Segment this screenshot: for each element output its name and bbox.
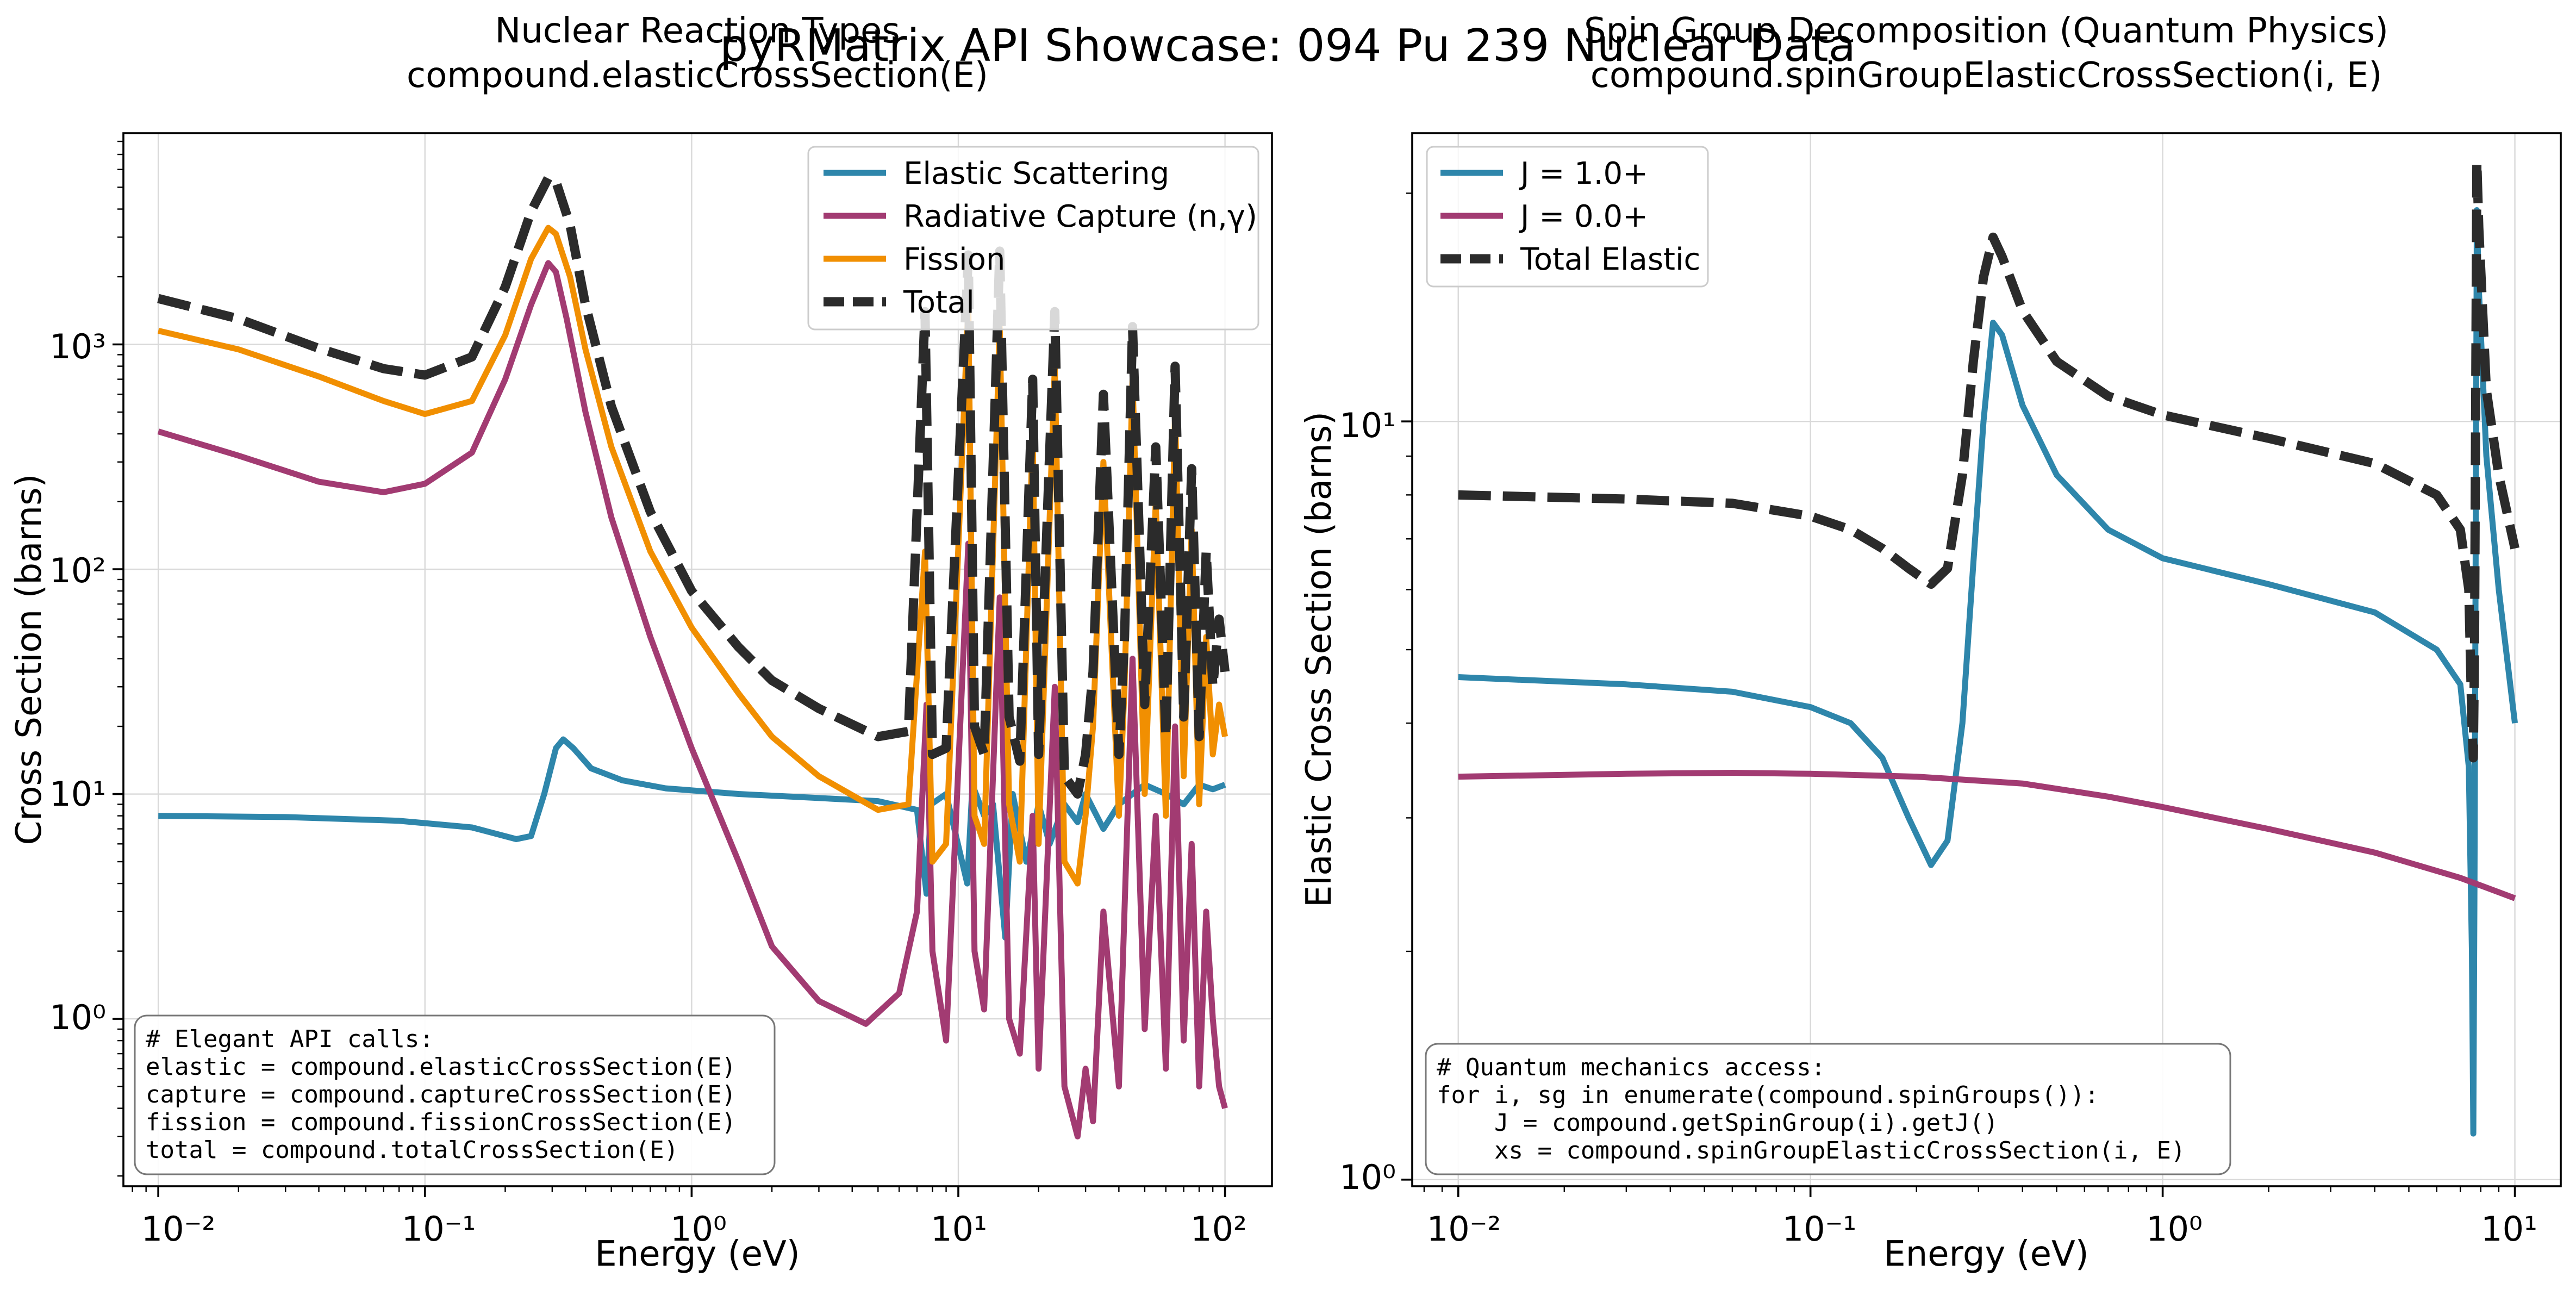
left-y-tick-label: 10¹ bbox=[49, 774, 106, 814]
left-axes-frame bbox=[122, 132, 1273, 1187]
figure-suptitle: pyRMatrix API Showcase: 094 Pu 239 Nucle… bbox=[720, 20, 1856, 72]
left-panel: Nuclear Reaction Types compound.elasticC… bbox=[9, 11, 1273, 1274]
left-x-tick-label: 10⁰ bbox=[670, 1209, 727, 1249]
left-panel-title-line2: compound.elasticCrossSection(E) bbox=[407, 55, 988, 96]
series-total bbox=[157, 173, 1230, 799]
left-y-axis-label: Cross Section (barns) bbox=[9, 474, 49, 845]
right-x-axis-label: Energy (eV) bbox=[1883, 1234, 2089, 1274]
legend-label-total: Total bbox=[903, 285, 975, 320]
left-y-tick-label: 10⁰ bbox=[49, 998, 106, 1037]
legend-label-total-elastic: Total Elastic bbox=[1520, 242, 1700, 277]
left-x-tick-label: 10⁻¹ bbox=[402, 1209, 476, 1249]
right-x-tick-label: 10⁻² bbox=[1427, 1209, 1501, 1249]
right-axes-frame bbox=[1411, 132, 2562, 1187]
series-j-0-0 bbox=[1458, 770, 2516, 901]
left-y-tick-label: 10² bbox=[49, 551, 106, 590]
code-line: xs = compound.spinGroupElasticCrossSecti… bbox=[1437, 1137, 2186, 1165]
legend-label-capture: Radiative Capture (n,γ) bbox=[903, 199, 1257, 234]
series-j-1-0 bbox=[1458, 207, 2518, 1137]
right-x-tick-label: 10¹ bbox=[2481, 1209, 2537, 1249]
left-x-tick-label: 10⁻² bbox=[141, 1209, 215, 1249]
series-radiative-capture bbox=[157, 260, 1228, 1139]
series-total-elastic bbox=[1458, 157, 2519, 763]
code-line: # Quantum mechanics access: bbox=[1437, 1054, 1825, 1081]
right-code-box: # Quantum mechanics access: for i, sg in… bbox=[1425, 1043, 2231, 1175]
legend-label-fission: Fission bbox=[903, 242, 1005, 277]
right-panel-title-line1: Spin Group Decomposition (Quantum Physic… bbox=[1584, 11, 2388, 51]
left-x-tick-label: 10¹ bbox=[931, 1209, 987, 1249]
code-line: for i, sg in enumerate(compound.spinGrou… bbox=[1437, 1081, 2099, 1109]
code-line: total = compound.totalCrossSection(E) bbox=[146, 1136, 678, 1164]
left-x-tick-label: 10² bbox=[1190, 1209, 1247, 1249]
left-y-tick-label: 10³ bbox=[49, 327, 106, 366]
right-legend: J = 1.0+ J = 0.0+ Total Elastic bbox=[1426, 146, 1709, 288]
right-ticks: 10⁻² 10⁻¹ 10⁰ 10¹ 10⁰ 10¹ bbox=[1339, 192, 2537, 1249]
legend-label-j-1-0: J = 1.0+ bbox=[1519, 156, 1648, 191]
left-plot-area bbox=[157, 173, 1230, 1139]
code-line: elastic = compound.elasticCrossSection(E… bbox=[146, 1053, 736, 1081]
code-line: # Elegant API calls: bbox=[146, 1025, 434, 1053]
legend-label-elastic: Elastic Scattering bbox=[903, 156, 1169, 191]
left-code-box: # Elegant API calls: elastic = compound.… bbox=[134, 1014, 776, 1175]
right-y-axis-label: Elastic Cross Section (barns) bbox=[1299, 412, 1339, 907]
right-grid bbox=[1412, 133, 2561, 1186]
right-plot-area bbox=[1458, 157, 2519, 1137]
legend-label-j-0-0: J = 0.0+ bbox=[1519, 199, 1648, 234]
right-y-tick-label: 10⁰ bbox=[1339, 1157, 1396, 1197]
right-panel: Spin Group Decomposition (Quantum Physic… bbox=[1299, 11, 2562, 1274]
right-x-tick-label: 10⁻¹ bbox=[1782, 1209, 1856, 1249]
code-line: fission = compound.fissionCrossSection(E… bbox=[146, 1109, 736, 1136]
right-x-tick-label: 10⁰ bbox=[2146, 1209, 2203, 1249]
code-line: J = compound.getSpinGroup(i).getJ() bbox=[1437, 1109, 1998, 1137]
left-panel-title-line1: Nuclear Reaction Types bbox=[495, 11, 900, 51]
right-y-tick-label: 10¹ bbox=[1339, 406, 1396, 445]
left-legend: Elastic Scattering Radiative Capture (n,… bbox=[807, 146, 1259, 331]
left-ticks: 10⁻² 10⁻¹ 10⁰ 10¹ 10² 10⁰ 10¹ 10² 10³ bbox=[49, 140, 1247, 1249]
right-panel-title-line2: compound.spinGroupElasticCrossSection(i,… bbox=[1590, 55, 2382, 96]
code-line: capture = compound.captureCrossSection(E… bbox=[146, 1081, 736, 1109]
left-x-axis-label: Energy (eV) bbox=[595, 1234, 800, 1274]
